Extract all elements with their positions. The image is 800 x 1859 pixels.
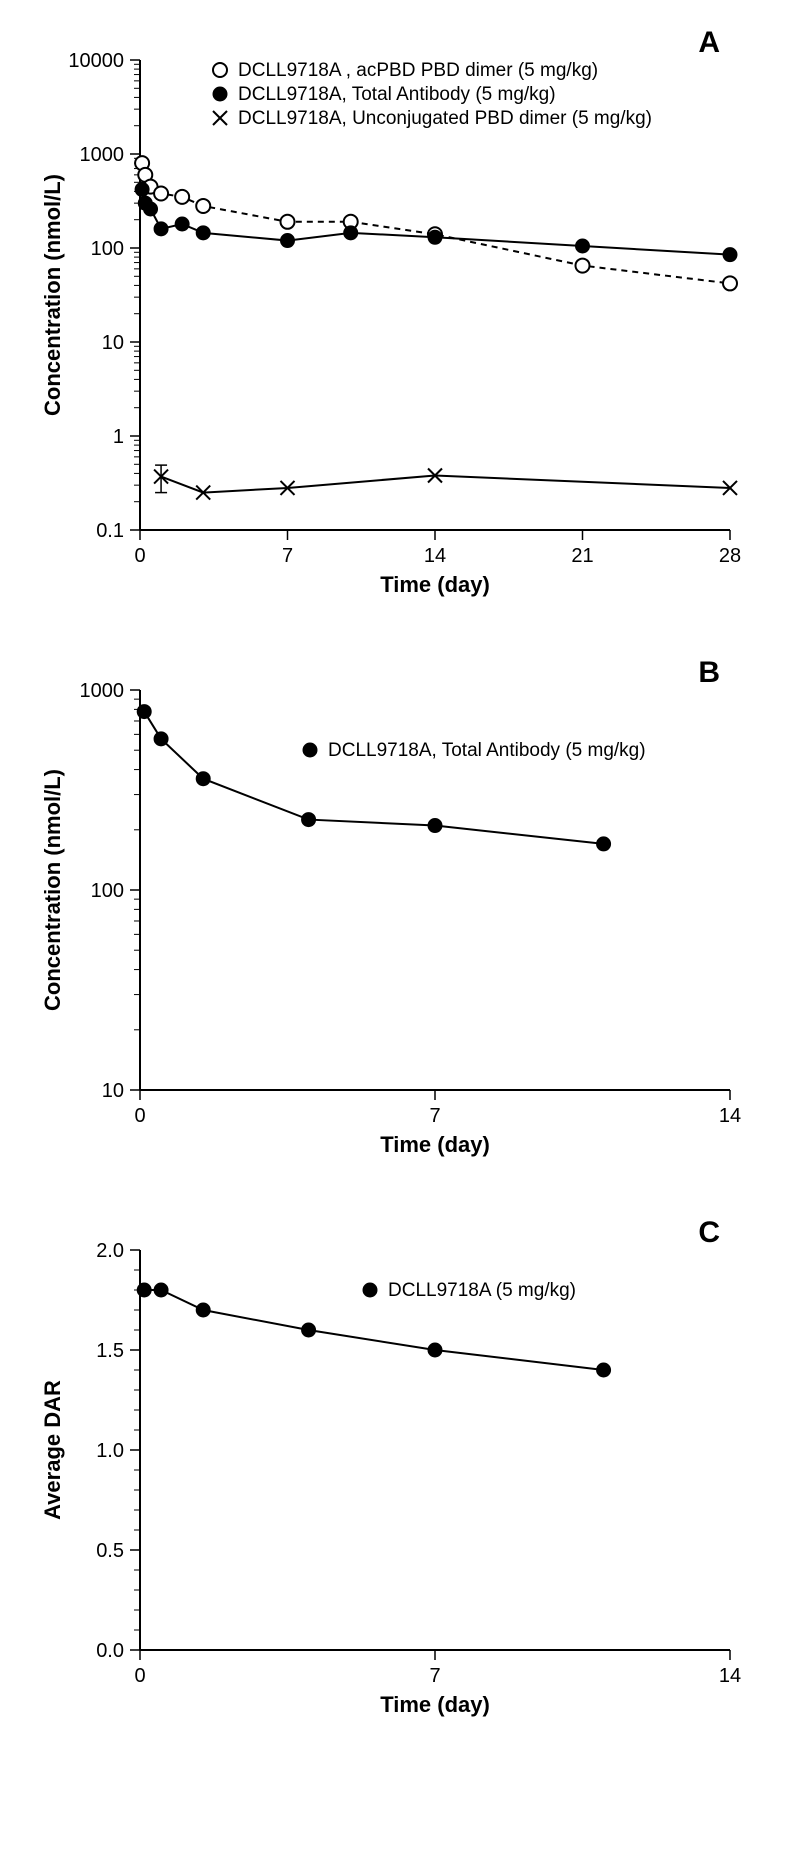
- x-tick-label: 7: [282, 545, 293, 567]
- marker-open-circle: [281, 215, 295, 229]
- marker-filled-circle: [428, 230, 442, 244]
- series-line: [144, 712, 603, 844]
- y-tick-label: 100: [91, 238, 124, 260]
- y-tick-label: 0.0: [96, 1640, 124, 1662]
- legend: DCLL9718A (5 mg/kg): [363, 1280, 576, 1301]
- y-tick-label: 10000: [68, 50, 124, 72]
- x-tick-label: 21: [571, 545, 593, 567]
- marker-filled-circle: [196, 226, 210, 240]
- marker-open-circle: [576, 259, 590, 273]
- marker-filled-circle: [154, 222, 168, 236]
- legend-item-label: DCLL9718A , acPBD PBD dimer (5 mg/kg): [238, 60, 598, 81]
- panel-a-svg: 0 7 14 21 28 0.1 1 10 100 1000 10000 Time (day) Conc…: [20, 20, 780, 620]
- marker-filled-circle: [597, 837, 611, 851]
- x-tick-label: 14: [719, 1665, 741, 1687]
- x-axis-label: Time (day): [380, 1132, 490, 1157]
- y-tick-label: 0.5: [96, 1540, 124, 1562]
- y-tick-label: 1: [113, 426, 124, 448]
- marker-filled-circle: [597, 1363, 611, 1377]
- marker-filled-circle: [302, 1323, 316, 1337]
- marker-filled-circle: [175, 217, 189, 231]
- y-tick-label: 1.5: [96, 1340, 124, 1362]
- y-tick-label: 10: [102, 1080, 124, 1102]
- x-tick-label: 14: [424, 545, 446, 567]
- marker-filled-circle: [137, 1283, 151, 1297]
- legend-item-label: DCLL9718A, Unconjugated PBD dimer (5 mg/…: [238, 108, 652, 129]
- y-tick-label: 1000: [80, 144, 125, 166]
- legend: DCLL9718A, Total Antibody (5 mg/kg): [303, 740, 646, 761]
- marker-filled-circle: [137, 705, 151, 719]
- y-axis-label: Concentration (nmol/L): [40, 174, 65, 416]
- marker-open-circle: [154, 187, 168, 201]
- marker-filled-circle: [281, 234, 295, 248]
- x-tick-label: 7: [429, 1665, 440, 1687]
- y-axis-label: Concentration (nmol/L): [40, 769, 65, 1011]
- marker-filled-circle: [135, 182, 149, 196]
- marker-open-circle: [723, 276, 737, 290]
- y-axis-label: Average DAR: [40, 1380, 65, 1520]
- x-tick-label: 28: [719, 545, 741, 567]
- y-tick-label: 10: [102, 332, 124, 354]
- panel-a: 0 7 14 21 28 0.1 1 10 100 1000 10000 Time (day) Conc…: [20, 20, 780, 620]
- marker-filled-circle: [302, 813, 316, 827]
- marker-filled-circle: [723, 248, 737, 262]
- legend-item-label: DCLL9718A, Total Antibody (5 mg/kg): [238, 84, 556, 105]
- x-axis-label: Time (day): [380, 1692, 490, 1717]
- panel-c: 0 7 14 0.0 0.5 1.0 1.5 2.0 Time (day) Average DAR…: [20, 1220, 780, 1740]
- series-line: [161, 476, 730, 493]
- y-tick-label: 0.1: [96, 520, 124, 542]
- panel-label: C: [698, 1220, 720, 1249]
- x-tick-label: 14: [719, 1105, 741, 1127]
- x-tick-label: 0: [134, 545, 145, 567]
- legend-item-label: DCLL9718A, Total Antibody (5 mg/kg): [328, 740, 646, 761]
- legend-item-label: DCLL9718A (5 mg/kg): [388, 1280, 576, 1301]
- panel-b: 0 7 14 10 100 1000 Time (day) Concentration (nm…: [20, 660, 780, 1180]
- marker-filled-circle: [154, 732, 168, 746]
- marker-filled-circle: [428, 819, 442, 833]
- legend: DCLL9718A , acPBD PBD dimer (5 mg/kg) DCL…: [213, 60, 652, 129]
- marker-filled-circle: [428, 1343, 442, 1357]
- y-tick-label: 1.0: [96, 1440, 124, 1462]
- x-tick-label: 7: [429, 1105, 440, 1127]
- series-line: [142, 189, 730, 254]
- x-tick-label: 0: [134, 1105, 145, 1127]
- figure: 071421280.1110100100010000Time (day)Conc…: [20, 20, 780, 1740]
- marker-filled-circle: [344, 226, 358, 240]
- panel-c-svg: 0 7 14 0.0 0.5 1.0 1.5 2.0 Time (day) Average DAR…: [20, 1220, 780, 1740]
- marker-filled-circle: [144, 202, 158, 216]
- y-tick-label: 2.0: [96, 1240, 124, 1262]
- marker-filled-circle: [196, 772, 210, 786]
- marker-filled-circle: [576, 239, 590, 253]
- marker-open-circle: [175, 190, 189, 204]
- marker-filled-circle: [196, 1303, 210, 1317]
- panel-label: B: [698, 660, 720, 689]
- marker-open-circle: [196, 199, 210, 213]
- series-line: [144, 1290, 603, 1370]
- x-axis-label: Time (day): [380, 572, 490, 597]
- marker-filled-circle: [154, 1283, 168, 1297]
- x-tick-label: 0: [134, 1665, 145, 1687]
- y-tick-label: 1000: [80, 680, 125, 702]
- series-line: [142, 163, 730, 283]
- y-tick-label: 100: [91, 880, 124, 902]
- panel-label: A: [698, 26, 720, 59]
- panel-b-svg: 0 7 14 10 100 1000 Time (day) Concentration (nm…: [20, 660, 780, 1180]
